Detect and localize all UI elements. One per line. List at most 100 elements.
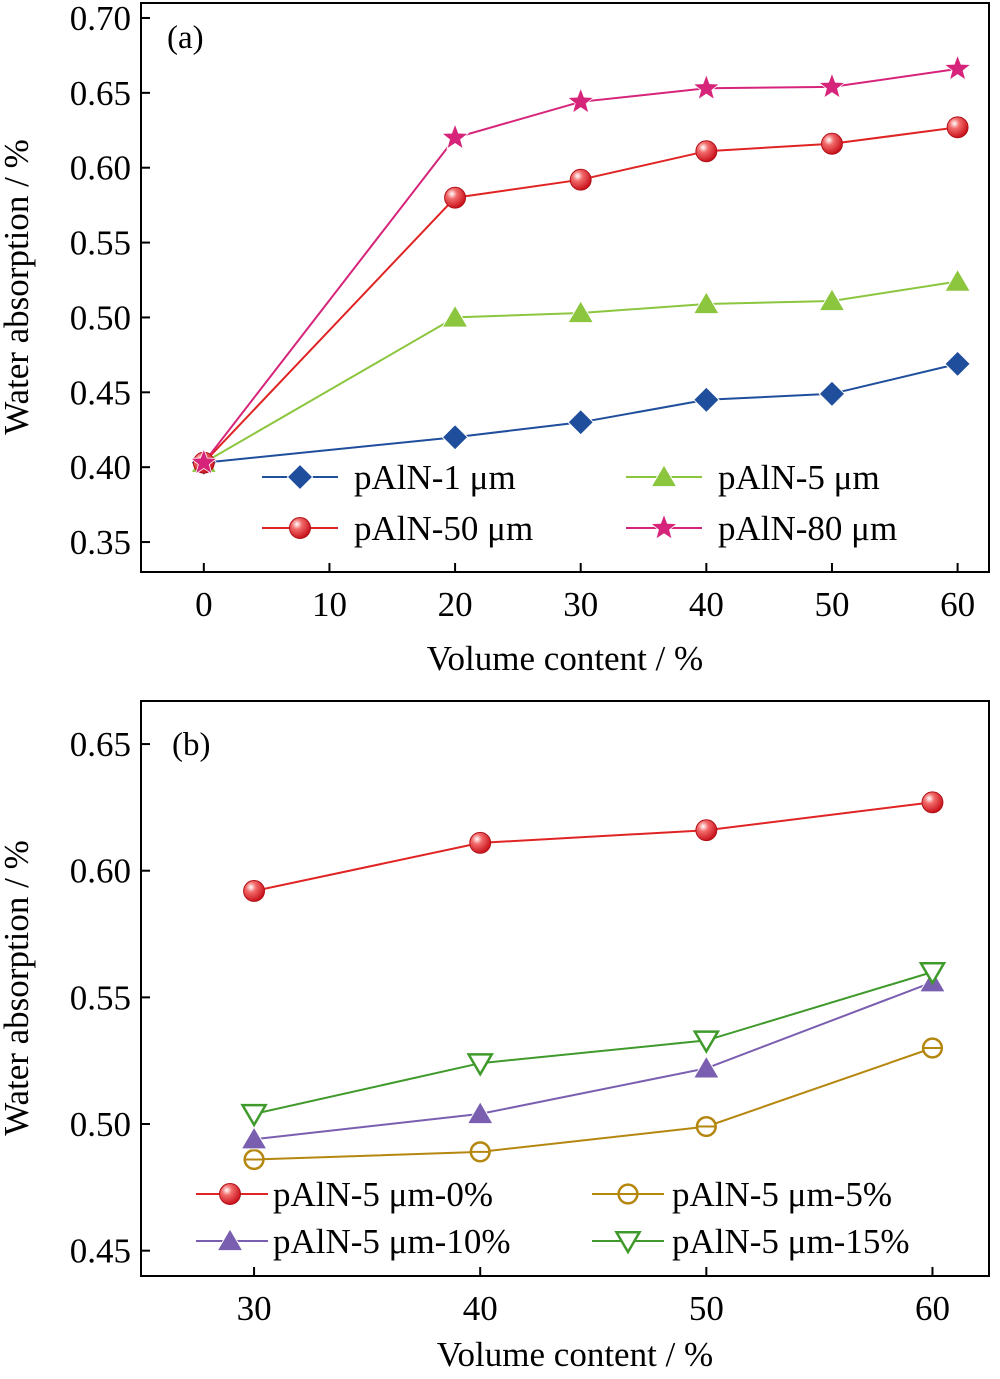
data-point-a-2-2 [569, 168, 592, 191]
data-point-a-1-1 [441, 304, 469, 328]
data-point-a-3-1 [440, 122, 470, 150]
legend-item-b-3: pAlN-5 μm-15% [592, 1222, 909, 1261]
legend-marker-b-2 [216, 1227, 244, 1252]
y-tick-label-a-4: 0.55 [70, 224, 131, 263]
legend-marker-b-1 [617, 1183, 639, 1205]
legend-a: pAlN-1 μm pAlN-5 μm pAlN-50 μm pAlN-80 μ… [262, 458, 897, 548]
chart-panel-b: 0.45 0.50 0.55 0.60 0.65 30 40 50 60 (b) Volume… [0, 700, 990, 1374]
data-point-a-1-4 [818, 287, 846, 312]
series-lines-b [253, 801, 933, 1161]
x-tick-label-a-1: 10 [312, 585, 347, 624]
x-axis-a: 0 10 20 30 40 50 60 [195, 563, 975, 624]
series-markers-b [240, 791, 947, 1171]
legend-label-b-1: pAlN-5 μm-5% [672, 1175, 892, 1214]
legend-label-a-3: pAlN-80 μm [718, 509, 897, 548]
data-point-a-0-2 [567, 408, 595, 436]
legend-label-b-3: pAlN-5 μm-15% [672, 1222, 909, 1261]
y-tick-label-a-1: 0.40 [70, 448, 131, 487]
legend-label-a-1: pAlN-5 μm [718, 458, 880, 497]
y-tick-label-b-4: 0.65 [70, 725, 131, 764]
data-point-b-0-2 [695, 819, 718, 842]
data-point-b-0-1 [469, 831, 492, 854]
y-tick-label-a-2: 0.45 [70, 373, 131, 412]
legend-symbol-a-3 [649, 513, 679, 541]
y-tick-label-b-0: 0.45 [70, 1232, 131, 1271]
y-axis-title-b: Water absorption / % [0, 840, 36, 1136]
data-point-b-2-2 [692, 1055, 720, 1079]
y-axis-b: 0.45 0.50 0.55 0.60 0.65 [70, 725, 150, 1271]
legend-marker-a-3 [649, 513, 679, 541]
legend-symbol-b-2 [216, 1227, 244, 1252]
series-line-a-2 [203, 126, 958, 464]
series-markers-a [189, 53, 972, 477]
data-point-a-3-4 [817, 71, 847, 99]
legend-marker-b-0 [219, 1183, 241, 1205]
data-point-a-0-5 [944, 350, 971, 378]
legend-item-a-1: pAlN-5 μm [626, 458, 880, 497]
series-line-b-3 [253, 971, 933, 1115]
series-lines-a [203, 67, 958, 464]
series-line-a-3 [203, 67, 958, 464]
panel-label-a: (a) [167, 20, 204, 56]
data-point-a-3-2 [566, 86, 595, 114]
series-line-b-2 [253, 981, 933, 1141]
x-tick-label-a-3: 30 [563, 585, 598, 624]
data-point-a-0-3 [692, 386, 720, 414]
chart-panel-a: 0.35 0.40 0.45 0.50 0.55 0.60 0.65 0.70 0 10 20 30… [0, 0, 990, 678]
legend-label-a-0: pAlN-1 μm [354, 458, 516, 497]
data-point-b-3-0 [240, 1103, 268, 1128]
series-line-b-1 [254, 1047, 933, 1161]
x-tick-label-a-4: 40 [689, 585, 724, 624]
y-tick-label-a-6: 0.65 [70, 74, 131, 113]
x-axis-b: 30 40 50 60 [237, 1267, 950, 1328]
legend-marker-a-2 [289, 517, 311, 539]
y-tick-label-b-2: 0.55 [70, 978, 131, 1017]
legend-marker-a-1 [650, 463, 678, 488]
y-tick-label-b-1: 0.50 [70, 1105, 131, 1144]
data-point-b-3-3 [918, 961, 947, 986]
legend-item-b-2: pAlN-5 μm-10% [196, 1222, 510, 1261]
data-point-b-3-2 [692, 1030, 721, 1054]
data-point-b-0-3 [921, 791, 944, 814]
data-point-a-3-3 [692, 73, 721, 101]
data-point-a-3-5 [943, 53, 972, 81]
legend-marker-b-3 [614, 1230, 642, 1255]
x-tick-label-b-0: 30 [237, 1289, 272, 1328]
y-axis-title-a: Water absorption / % [0, 139, 36, 435]
x-tick-label-b-1: 40 [463, 1289, 498, 1328]
x-tick-label-b-2: 50 [689, 1289, 724, 1328]
series-line-a-1 [203, 280, 958, 464]
legend-item-b-0: pAlN-5 μm-0% [196, 1175, 493, 1214]
legend-marker-a-0 [286, 463, 314, 491]
y-axis-a: 0.35 0.40 0.45 0.50 0.55 0.60 0.65 0.70 [70, 0, 150, 562]
y-tick-label-a-3: 0.50 [70, 298, 131, 337]
legend-symbol-a-0 [286, 463, 314, 491]
y-tick-label-a-5: 0.60 [70, 149, 131, 188]
data-point-a-0-4 [818, 380, 846, 408]
plot-frame-a [140, 2, 990, 573]
legend-symbol-b-3 [614, 1230, 642, 1255]
legend-item-a-2: pAlN-50 μm [262, 509, 533, 548]
data-point-b-2-0 [240, 1126, 268, 1150]
x-axis-title-a: Volume content / % [427, 639, 703, 678]
legend-label-b-2: pAlN-5 μm-10% [273, 1222, 510, 1261]
legend-symbol-a-2 [289, 517, 311, 539]
legend-label-b-0: pAlN-5 μm-0% [273, 1175, 493, 1214]
plot-frame-b [140, 700, 990, 1277]
data-point-a-1-3 [692, 290, 720, 315]
x-tick-label-b-3: 60 [915, 1289, 950, 1328]
data-point-a-2-5 [946, 116, 969, 139]
data-point-a-2-4 [821, 132, 843, 155]
legend-item-b-1: pAlN-5 μm-5% [592, 1175, 892, 1214]
data-point-a-1-2 [567, 299, 595, 324]
y-tick-label-a-0: 0.35 [70, 523, 131, 562]
x-tick-label-a-5: 50 [814, 585, 849, 624]
series-line-b-0 [253, 801, 933, 892]
y-tick-label-b-3: 0.60 [70, 852, 131, 891]
x-tick-label-a-2: 20 [438, 585, 473, 624]
data-point-a-2-1 [444, 186, 467, 209]
data-point-b-0-0 [243, 880, 266, 902]
x-tick-label-a-0: 0 [195, 585, 213, 624]
legend-b: pAlN-5 μm-0% pAlN-5 μm-5% pAlN-5 μm-10% … [196, 1175, 909, 1261]
